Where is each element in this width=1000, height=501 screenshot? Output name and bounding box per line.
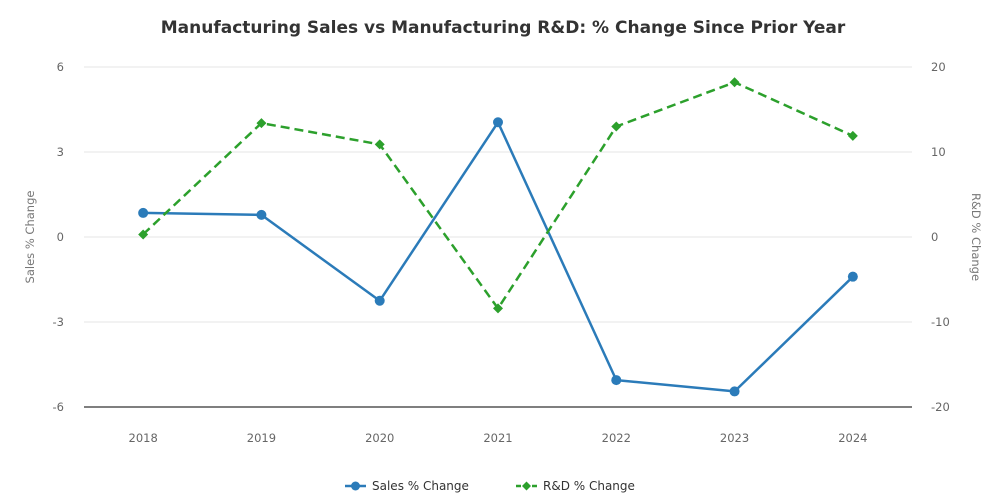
data-point[interactable] [138, 229, 149, 240]
left-tick-label: 0 [57, 230, 64, 244]
data-point[interactable] [611, 121, 622, 132]
x-axis-ticks: 2018 2019 2020 2021 2022 2023 2024 [129, 431, 868, 445]
series-line [143, 121, 854, 393]
left-axis-title: Sales % Change [23, 191, 37, 284]
left-tick-label: -3 [53, 315, 64, 329]
series-sales [138, 117, 858, 397]
right-tick-label: -20 [931, 400, 950, 414]
legend-sales-label: Sales % Change [372, 479, 469, 493]
data-point[interactable] [611, 375, 622, 386]
legend-item-rnd[interactable]: R&D % Change [516, 479, 635, 493]
x-tick-label: 2023 [720, 431, 749, 445]
chart-title: Manufacturing Sales vs Manufacturing R&D… [161, 18, 846, 38]
series-line [142, 81, 854, 310]
x-tick-label: 2020 [365, 431, 394, 445]
legend-item-sales[interactable]: Sales % Change [345, 479, 469, 493]
x-tick-label: 2019 [247, 431, 276, 445]
data-point[interactable] [729, 77, 740, 88]
legend: Sales % Change R&D % Change [345, 479, 635, 493]
data-point[interactable] [256, 209, 267, 220]
right-tick-label: 20 [931, 60, 946, 74]
data-point[interactable] [374, 139, 385, 150]
legend-rnd-marker [522, 481, 531, 491]
left-tick-label: 6 [57, 60, 64, 74]
series-rnd [138, 77, 858, 314]
data-point[interactable] [847, 130, 858, 141]
data-point[interactable] [138, 207, 149, 218]
right-tick-label: -10 [931, 315, 950, 329]
left-axis-ticks: 6 3 0 -3 -6 [53, 60, 64, 414]
data-point[interactable] [493, 117, 503, 128]
x-tick-label: 2021 [483, 431, 512, 445]
right-axis-title: R&D % Change [969, 193, 983, 281]
data-point[interactable] [493, 303, 503, 314]
gridlines [84, 66, 912, 408]
data-point[interactable] [374, 295, 385, 306]
legend-sales-marker [351, 481, 360, 491]
series-layer [138, 77, 858, 397]
data-point[interactable] [729, 386, 740, 397]
legend-rnd-label: R&D % Change [543, 479, 635, 493]
x-tick-label: 2024 [838, 431, 867, 445]
x-tick-label: 2022 [602, 431, 631, 445]
right-tick-label: 10 [931, 145, 946, 159]
data-point[interactable] [847, 271, 858, 282]
left-tick-label: 3 [57, 145, 64, 159]
data-point[interactable] [256, 118, 267, 129]
x-tick-label: 2018 [129, 431, 158, 445]
right-axis-ticks: 20 10 0 -10 -20 [931, 60, 950, 414]
left-tick-label: -6 [53, 400, 64, 414]
right-tick-label: 0 [931, 230, 938, 244]
